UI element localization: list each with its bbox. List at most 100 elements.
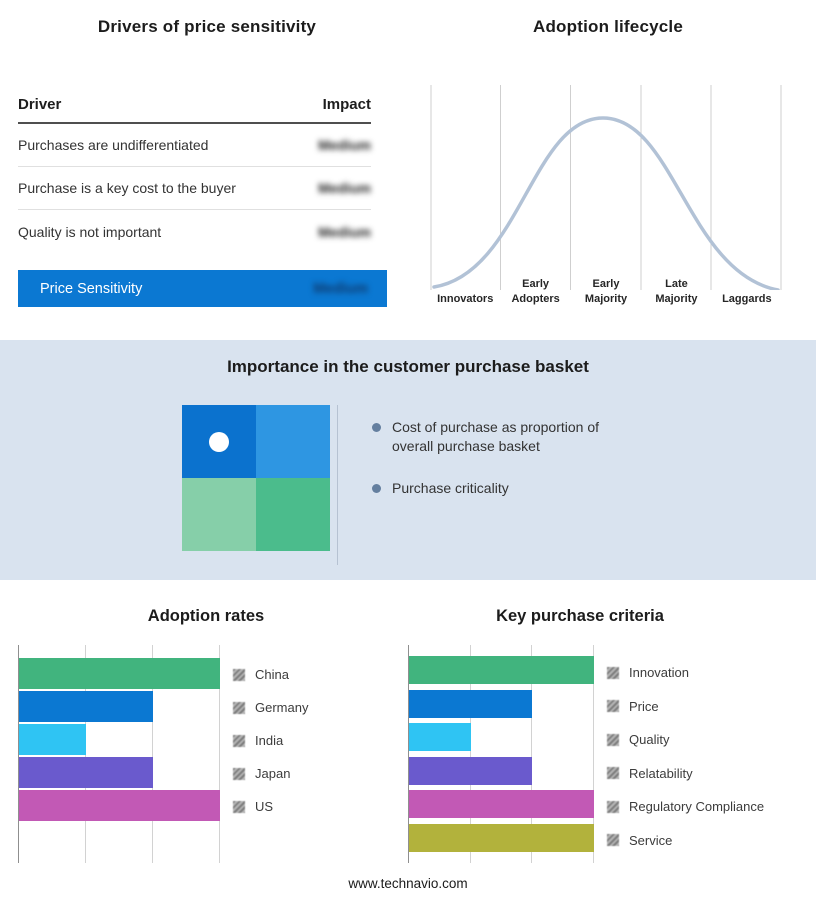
legend-item-japan: Japan xyxy=(233,757,308,790)
adoption-lifecycle-chart xyxy=(430,85,782,290)
legend-label: Quality xyxy=(629,732,670,748)
plot-gridline xyxy=(531,645,533,863)
bar-india xyxy=(19,724,86,755)
stage-label-laggards: Laggards xyxy=(722,292,772,305)
bar-innovation xyxy=(409,656,594,684)
driver-row: Purchase is a key cost to the buyer Mediu… xyxy=(18,167,371,210)
legend-label: China xyxy=(255,667,289,682)
legend-swatch-icon xyxy=(607,767,619,780)
legend-label: US xyxy=(255,799,274,814)
legend-swatch-icon xyxy=(233,734,245,747)
legend-item-india: India xyxy=(233,724,308,757)
legend-label: Regulatory Compliance xyxy=(629,799,765,815)
legend-swatch-icon xyxy=(607,733,619,746)
bar-germany xyxy=(19,691,153,722)
price-sensitivity-bar: Price Sensitivity Medium xyxy=(18,270,387,307)
drivers-table-header: Driver Impact xyxy=(18,96,371,124)
bullet-icon xyxy=(372,423,381,432)
bullet-icon xyxy=(372,484,381,493)
driver-row: Purchases are undifferentiated Medium xyxy=(18,124,371,167)
driver-row: Quality is not important Medium xyxy=(18,210,371,253)
key-purchase-criteria-legend: Innovation Price Quality Relatability Regula… xyxy=(607,656,764,857)
purchase-basket-title: Importance in the customer purchase bask… xyxy=(227,357,589,376)
legend-swatch-icon xyxy=(233,800,245,813)
legend-item-innovation: Innovation xyxy=(607,656,764,690)
bar-us xyxy=(19,790,220,821)
legend-swatch-icon xyxy=(607,834,619,847)
legend-item-regulatory-compliance: Regulatory Compliance xyxy=(607,790,764,824)
bullet-item: Cost of purchase as proportion of overal… xyxy=(372,418,662,456)
adoption-rates-title: Adoption rates xyxy=(147,607,265,625)
bar-relatability xyxy=(409,756,533,785)
stage-label-early-majority: Early Majority xyxy=(584,278,628,305)
bullet-item: Purchase criticality xyxy=(372,479,662,498)
purchase-basket-bullets: Cost of purchase as proportion of overal… xyxy=(372,418,662,521)
purchase-basket-band: Importance in the customer purchase bask… xyxy=(0,340,816,580)
driver-label: Quality is not important xyxy=(18,223,162,240)
legend-label: India xyxy=(255,733,284,748)
bar-japan xyxy=(19,757,153,788)
footer: www.technavio.com xyxy=(0,876,816,891)
price-sensitivity-impact: Medium xyxy=(313,280,368,297)
bullet-text: Purchase criticality xyxy=(392,480,509,496)
plot-gridline xyxy=(151,645,153,863)
legend-item-germany: Germany xyxy=(233,691,308,724)
plot-gridline xyxy=(593,645,594,863)
key-purchase-criteria-title: Key purchase criteria xyxy=(496,607,664,625)
quadrant-bottom-right xyxy=(256,478,330,551)
legend-label: Price xyxy=(629,698,659,714)
legend-swatch-icon xyxy=(607,800,619,813)
legend-label: Japan xyxy=(255,766,291,781)
matrix-axis-line xyxy=(337,405,338,565)
adoption-rates-legend: China Germany India Japan US xyxy=(233,658,308,823)
drivers-panel-title: Drivers of price sensitivity xyxy=(97,17,317,36)
bar-regulatory-compliance xyxy=(409,790,594,818)
driver-column-header: Driver xyxy=(18,96,62,113)
stage-label-innovators: Innovators xyxy=(437,292,494,305)
legend-item-price: Price xyxy=(607,690,764,724)
quadrant-top-left xyxy=(182,405,256,478)
stage-label-early-adopters: Early Adopters xyxy=(511,278,560,305)
impact-value-blurred: Medium xyxy=(318,137,371,153)
technavio-link[interactable]: www.technavio.com xyxy=(348,876,468,891)
bullet-text: Cost of purchase as proportion of overal… xyxy=(392,419,600,454)
legend-item-china: China xyxy=(233,658,308,691)
legend-label: Relatability xyxy=(629,765,693,781)
impact-value-blurred: Medium xyxy=(318,180,371,196)
plot-gridline xyxy=(219,645,220,863)
stage-label-late-majority: Late Majority xyxy=(655,278,698,305)
plot-gridline xyxy=(469,645,471,863)
drivers-table-rows: Purchases are undifferentiated Medium Purc… xyxy=(18,124,371,253)
legend-item-service: Service xyxy=(607,824,764,858)
purchase-basket-matrix xyxy=(182,405,330,551)
lifecycle-stage-labels: Innovators Early Adopters Early Majority La… xyxy=(430,274,782,306)
legend-item-relatability: Relatability xyxy=(607,757,764,791)
legend-swatch-icon xyxy=(233,668,245,681)
legend-label: Innovation xyxy=(629,665,689,681)
legend-label: Service xyxy=(629,832,673,848)
bar-china xyxy=(19,658,220,689)
impact-value-blurred: Medium xyxy=(318,223,371,240)
quadrant-bottom-left xyxy=(182,478,256,551)
impact-column-header: Impact xyxy=(322,96,371,113)
lifecycle-panel-title: Adoption lifecycle xyxy=(532,17,683,36)
key-purchase-criteria-plot xyxy=(408,645,594,863)
bell-curve-line xyxy=(432,116,780,290)
bell-curve-svg xyxy=(430,85,782,290)
quadrant-top-right xyxy=(256,405,330,478)
legend-label: Germany xyxy=(255,700,309,715)
legend-item-quality: Quality xyxy=(607,723,764,757)
bar-quality xyxy=(409,723,471,751)
driver-label: Purchase is a key cost to the buyer xyxy=(18,180,236,196)
legend-swatch-icon xyxy=(233,701,245,714)
price-sensitivity-label: Price Sensitivity xyxy=(40,280,143,297)
legend-item-us: US xyxy=(233,790,308,823)
legend-swatch-icon xyxy=(233,767,245,780)
position-marker-dot xyxy=(209,431,229,452)
bar-price xyxy=(409,689,533,718)
driver-label: Purchases are undifferentiated xyxy=(18,137,209,153)
adoption-rates-plot xyxy=(18,645,220,863)
legend-swatch-icon xyxy=(607,666,619,679)
legend-swatch-icon xyxy=(607,700,619,713)
